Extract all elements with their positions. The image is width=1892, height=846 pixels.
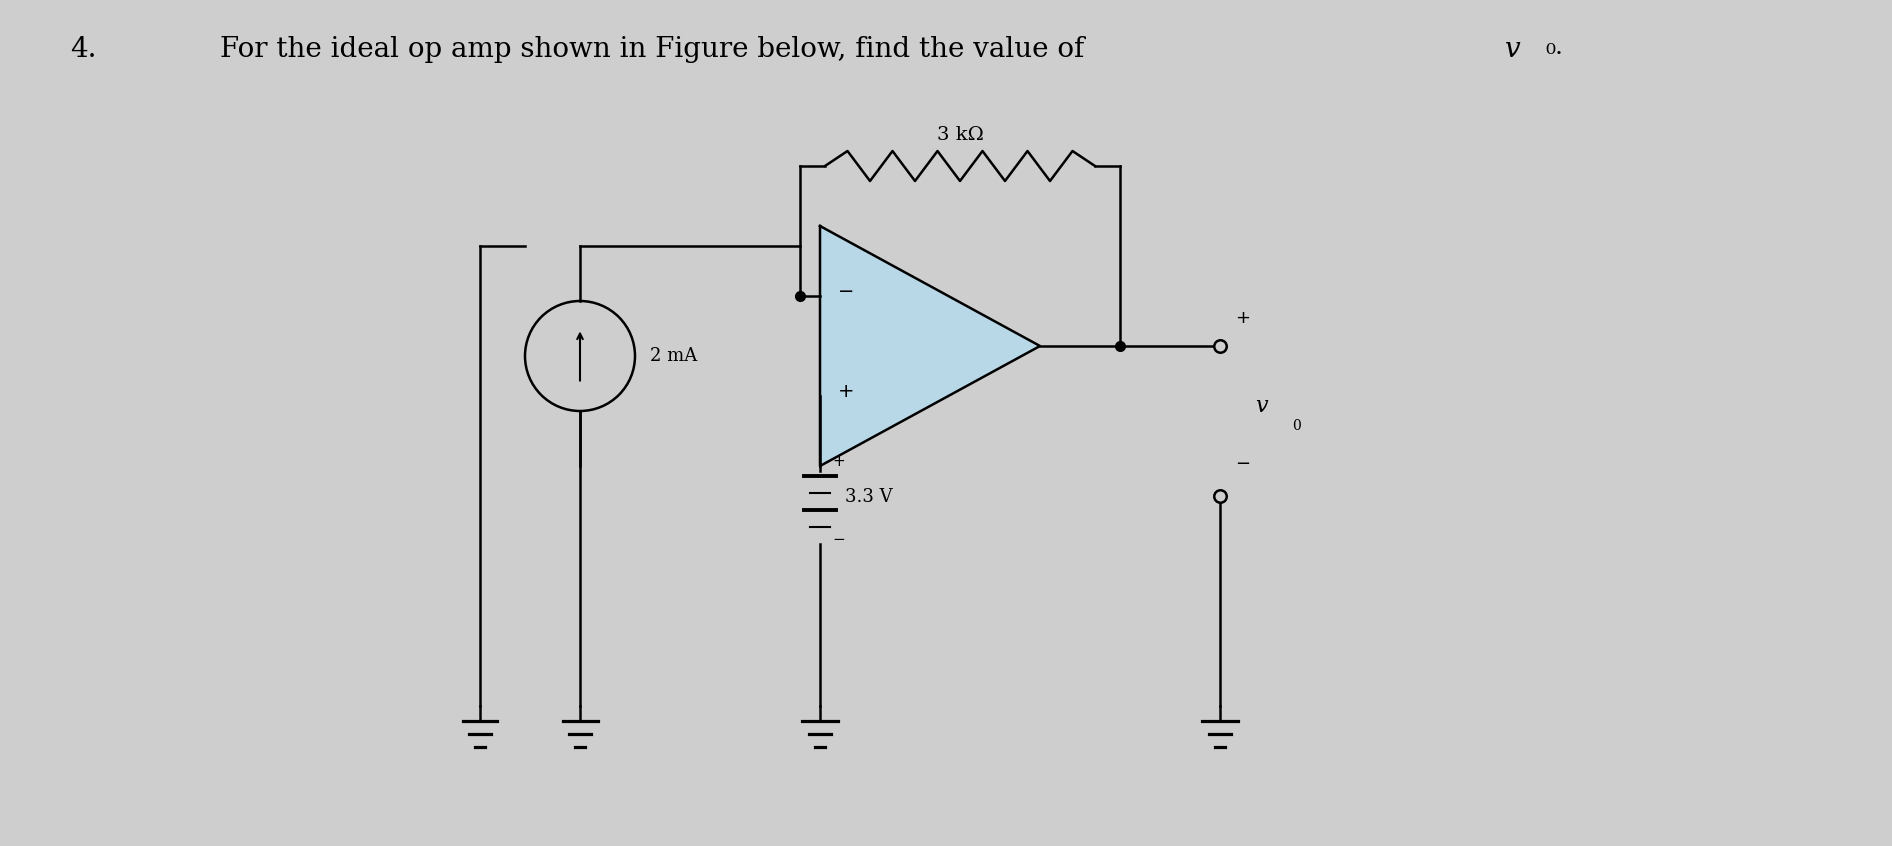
Text: −: − bbox=[1235, 455, 1251, 473]
Text: ₀.: ₀. bbox=[1546, 36, 1563, 59]
Text: −: − bbox=[832, 531, 844, 547]
Text: −: − bbox=[838, 282, 855, 300]
Text: v: v bbox=[1504, 36, 1521, 63]
Text: +: + bbox=[838, 382, 855, 400]
Text: +: + bbox=[1235, 309, 1251, 327]
Text: For the ideal op amp shown in Figure below, find the value of: For the ideal op amp shown in Figure bel… bbox=[219, 36, 1094, 63]
Text: v: v bbox=[1254, 395, 1268, 417]
Text: 3.3 V: 3.3 V bbox=[846, 487, 893, 506]
Text: 0: 0 bbox=[1292, 419, 1300, 433]
Text: 3 kΩ: 3 kΩ bbox=[937, 126, 984, 144]
Text: 2 mA: 2 mA bbox=[651, 347, 698, 365]
Polygon shape bbox=[819, 226, 1041, 466]
Text: 4.: 4. bbox=[70, 36, 96, 63]
Text: +: + bbox=[832, 453, 844, 469]
